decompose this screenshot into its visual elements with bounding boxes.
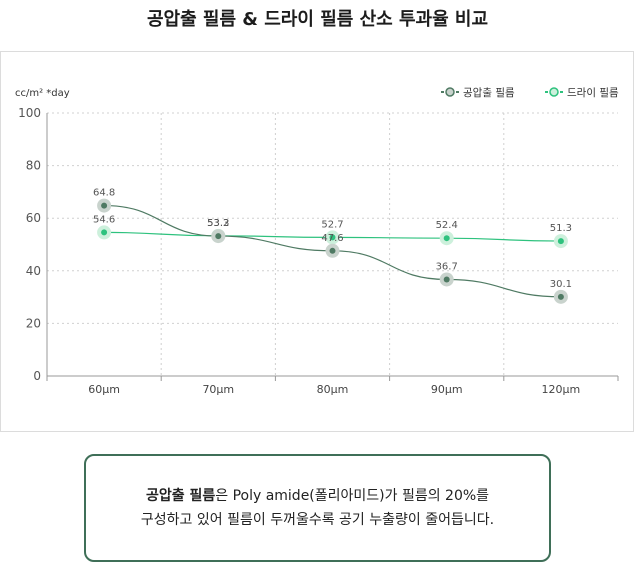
- data-label: 30.1: [550, 279, 572, 290]
- data-label: 47.6: [321, 233, 343, 244]
- chart-panel: 0 20 40 60 80 100 60μm 70μm 80μm 90μm 120μm cc/m² *…: [0, 51, 634, 432]
- x-tick-label: 90μm: [431, 383, 463, 396]
- y-tick-label: 80: [26, 159, 41, 173]
- y-tick-label: 60: [26, 211, 41, 225]
- description-line2: 구성하고 있어 필름이 두꺼울수록 공기 누출량이 줄어듭니다.: [140, 512, 495, 528]
- y-tick-label: 0: [33, 369, 41, 383]
- y-tick-label: 20: [26, 316, 41, 330]
- y-tick-label: 100: [18, 106, 41, 120]
- data-label: 54.6: [93, 214, 115, 225]
- description-highlight: 공압출 필름: [145, 488, 216, 504]
- data-label: 53.2: [207, 218, 229, 229]
- x-tick-label: 70μm: [202, 383, 234, 396]
- data-point[interactable]: [101, 229, 108, 236]
- description-text: 공압출 필름은 Poly amide(폴리아미드)가 필름의 20%를 구성하고…: [141, 484, 494, 532]
- description-box: 공압출 필름은 Poly amide(폴리아미드)가 필름의 20%를 구성하고…: [84, 454, 551, 562]
- data-label: 64.8: [93, 188, 115, 199]
- data-label: 52.7: [321, 219, 343, 230]
- legend-label: 공압출 필름: [463, 86, 515, 99]
- data-point[interactable]: [557, 293, 564, 300]
- x-tick-label: 120μm: [542, 383, 581, 396]
- y-tick-label: 40: [26, 264, 41, 278]
- chart-title: 공압출 필름 & 드라이 필름 산소 투과율 비교: [146, 9, 489, 30]
- data-label: 36.7: [436, 261, 458, 272]
- data-label: 53.3: [207, 218, 229, 229]
- data-point[interactable]: [443, 235, 450, 242]
- data-point[interactable]: [557, 238, 564, 245]
- legend-label: 드라이 필름: [567, 87, 619, 99]
- y-axis-label: cc/m² *day: [15, 88, 70, 99]
- data-label: 52.4: [436, 220, 458, 231]
- x-tick-label: 80μm: [317, 383, 349, 396]
- data-point[interactable]: [101, 202, 108, 209]
- data-point[interactable]: [329, 234, 336, 241]
- x-tick-label: 60μm: [88, 383, 120, 396]
- data-point[interactable]: [215, 233, 222, 240]
- line-chart: 0 20 40 60 80 100 60μm 70μm 80μm 90μm 120μm cc/m² *…: [15, 86, 619, 396]
- legend-swatch-marker: [549, 87, 559, 97]
- description-line1: 은 Poly amide(폴리아미드)가 필름의 20%를: [215, 488, 490, 504]
- data-point[interactable]: [443, 276, 450, 283]
- data-label: 51.3: [550, 223, 572, 234]
- data-point[interactable]: [329, 247, 336, 254]
- legend-swatch-marker: [445, 87, 455, 97]
